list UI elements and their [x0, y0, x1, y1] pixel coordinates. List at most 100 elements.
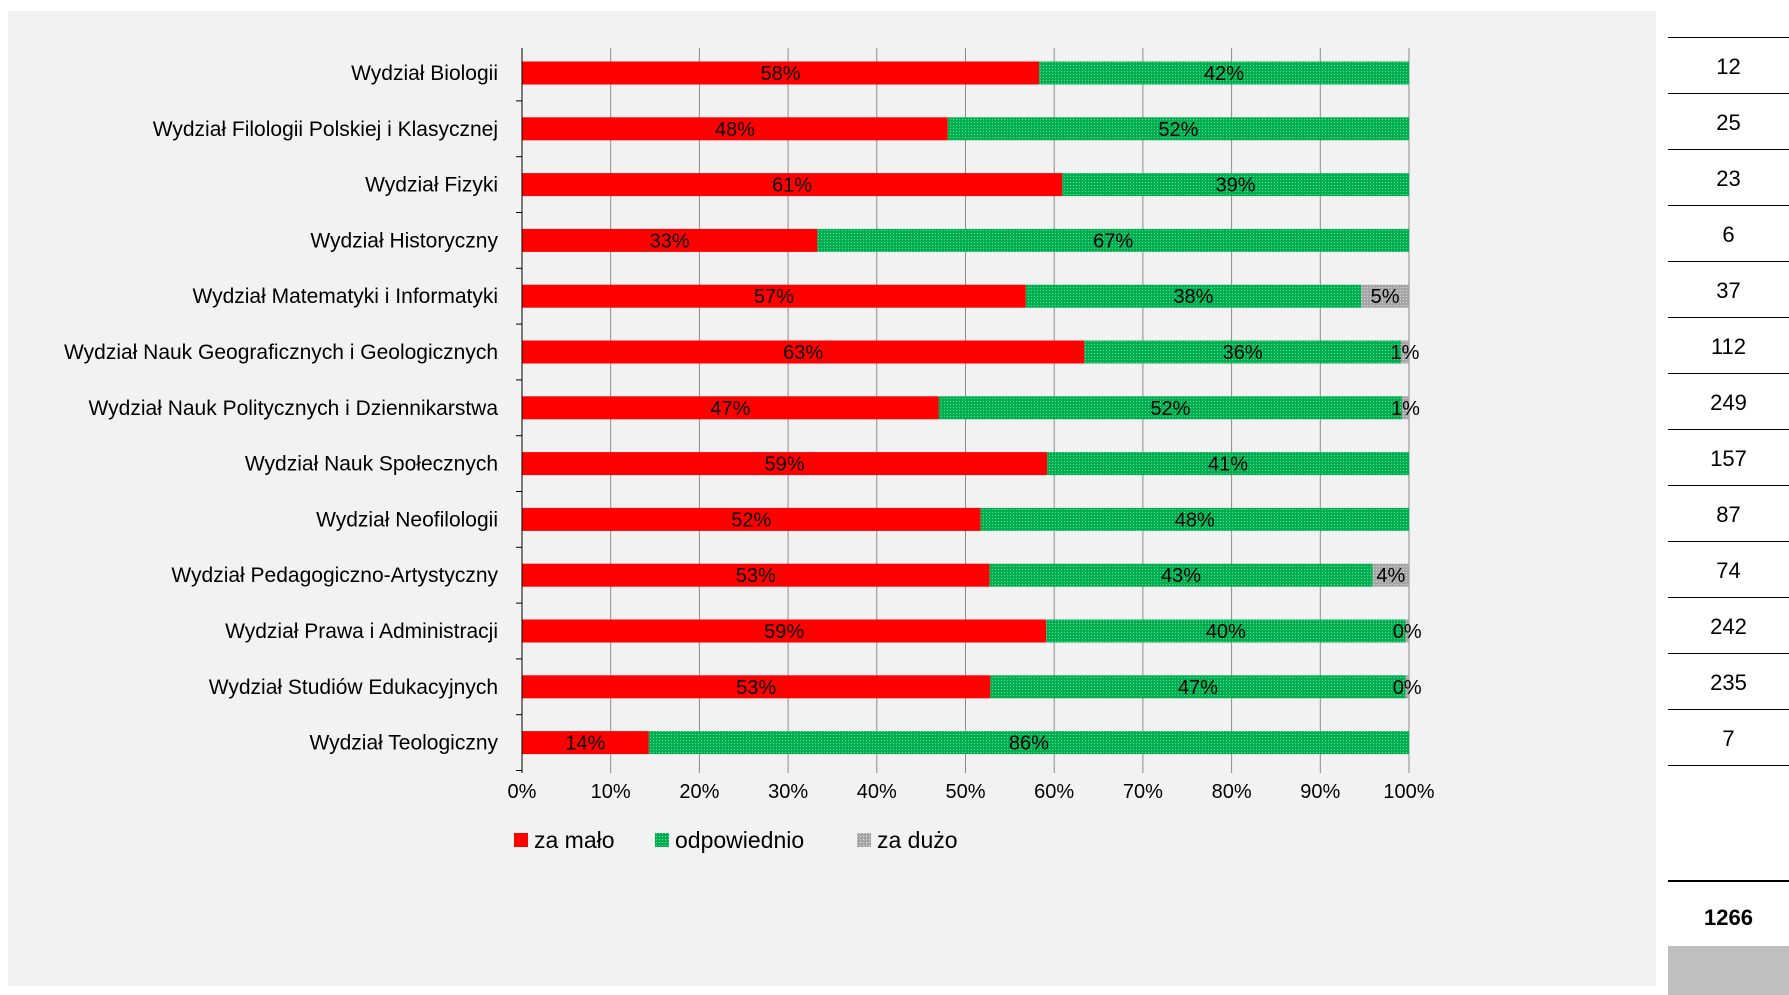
data-label: 48%: [715, 119, 755, 141]
respondent-count: 25: [1716, 110, 1741, 135]
bar-za-duzo: [1361, 284, 1409, 308]
legend-za-malo-label: za mało: [534, 827, 615, 853]
respondent-count: 87: [1716, 502, 1741, 527]
legend-za-malo-swatch: [514, 833, 528, 847]
bar-odpowiednio: [938, 396, 1402, 420]
x-tick-label: 70%: [1123, 781, 1163, 803]
row-separator: [1668, 373, 1789, 374]
bar-za-duzo: [1401, 396, 1409, 420]
data-label: 63%: [783, 342, 823, 364]
row-separator: [1668, 765, 1789, 766]
bar-za-duzo: [1405, 675, 1409, 699]
x-tick-label: 0%: [508, 781, 537, 803]
category-label: Wydział Biologii: [351, 62, 498, 85]
category-label: Wydział Nauk Społecznych: [245, 453, 498, 476]
data-label: 47%: [1178, 677, 1218, 699]
row-separator: [1668, 205, 1789, 206]
bar-za-malo: [522, 675, 991, 699]
x-tick-label: 40%: [857, 781, 897, 803]
row-separator: [1668, 37, 1789, 38]
row-separator: [1668, 597, 1789, 598]
bar-odpowiednio: [989, 563, 1373, 587]
bar-za-malo: [522, 284, 1026, 308]
bar-za-duzo: [1405, 619, 1409, 643]
data-label: 43%: [1161, 565, 1201, 587]
data-label: 5%: [1371, 286, 1400, 308]
category-label: Wydział Nauk Politycznych i Dziennikarst…: [89, 397, 499, 420]
data-label: 42%: [1204, 63, 1244, 85]
data-label: 0%: [1393, 677, 1422, 699]
bar-za-malo: [522, 563, 990, 587]
data-label: 40%: [1206, 621, 1246, 643]
respondent-count: 7: [1722, 726, 1735, 751]
data-label: 52%: [1150, 398, 1190, 420]
bar-odpowiednio: [1046, 619, 1406, 643]
bar-odpowiednio: [648, 731, 1409, 755]
category-label: Wydział Matematyki i Informatyki: [192, 285, 498, 308]
respondent-count: 242: [1710, 614, 1747, 639]
row-separator: [1668, 709, 1789, 710]
table-footer-bar: [1668, 946, 1789, 995]
bar-za-malo: [522, 340, 1085, 364]
bar-odpowiednio: [990, 675, 1406, 699]
category-label: Wydział Fizyki: [365, 174, 498, 197]
category-label: Wydział Studiów Edukacyjnych: [209, 676, 498, 699]
x-tick-label: 50%: [945, 781, 985, 803]
respondent-count: 249: [1710, 390, 1747, 415]
data-label: 86%: [1009, 733, 1049, 755]
data-label: 33%: [650, 230, 690, 252]
category-label: Wydział Pedagogiczno-Artystyczny: [171, 564, 498, 587]
bar-za-malo: [522, 228, 818, 252]
data-label: 0%: [1393, 621, 1422, 643]
legend-za-duzo-label: za dużo: [877, 827, 958, 853]
respondent-count: 12: [1716, 54, 1741, 79]
data-label: 41%: [1208, 454, 1248, 476]
respondent-count: 112: [1710, 334, 1747, 359]
bar-za-duzo: [1401, 340, 1409, 364]
total-count: 1266: [1704, 905, 1753, 930]
row-separator: [1668, 541, 1789, 542]
data-label: 47%: [710, 398, 750, 420]
data-label: 61%: [772, 175, 812, 197]
category-label: Wydział Neofilologii: [316, 508, 498, 531]
data-label: 53%: [736, 565, 776, 587]
data-label: 52%: [731, 509, 771, 531]
bar-odpowiednio: [980, 507, 1409, 531]
x-tick-label: 90%: [1300, 781, 1340, 803]
bar-za-malo: [522, 396, 939, 420]
bar-za-malo: [522, 452, 1048, 476]
x-tick-label: 10%: [591, 781, 631, 803]
respondent-count: 23: [1716, 166, 1741, 191]
respondent-count: 157: [1710, 446, 1747, 471]
bar-za-malo: [522, 173, 1063, 197]
data-label: 39%: [1216, 175, 1256, 197]
data-label: 14%: [565, 733, 605, 755]
stacked-bar-chart: 58% 42% 48% 52% 61% 39% 33% 67% 57% 38% 5% 63% 36% 1%…: [64, 48, 1435, 853]
data-label: 4%: [1376, 565, 1405, 587]
data-label: 52%: [1158, 119, 1198, 141]
data-label: 59%: [764, 621, 804, 643]
data-label: 1%: [1391, 342, 1420, 364]
bar-za-malo: [522, 731, 649, 755]
respondent-count: 37: [1716, 278, 1741, 303]
row-separator: [1668, 317, 1789, 318]
bar-odpowiednio: [1084, 340, 1402, 364]
x-tick-label: 30%: [768, 781, 808, 803]
bar-za-malo: [522, 117, 948, 141]
row-separator: [1668, 653, 1789, 654]
x-tick-label: 100%: [1383, 781, 1434, 803]
row-separator: [1668, 261, 1789, 262]
chart-area: 58% 42% 48% 52% 61% 39% 33% 67% 57% 38% 5% 63% 36% 1%…: [8, 11, 1656, 986]
bar-odpowiednio: [1039, 61, 1409, 85]
data-label: 53%: [736, 677, 776, 699]
data-label: 58%: [761, 63, 801, 85]
bar-odpowiednio: [817, 228, 1409, 252]
row-separator: [1668, 429, 1789, 430]
bar-za-malo: [522, 61, 1040, 85]
bar-odpowiednio: [1025, 284, 1362, 308]
bar-odpowiednio: [1047, 452, 1409, 476]
data-label: 57%: [754, 286, 794, 308]
legend-odpowiednio-swatch: [655, 833, 669, 847]
bar-odpowiednio: [947, 117, 1409, 141]
row-separator: [1668, 485, 1789, 486]
